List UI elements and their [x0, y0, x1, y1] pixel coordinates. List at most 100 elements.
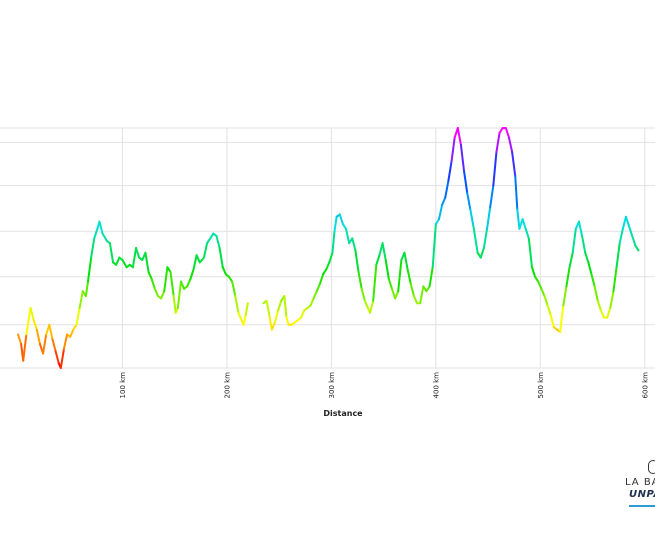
profile-segment: [409, 283, 415, 297]
profile-segment: [90, 237, 96, 259]
profile-segment: [270, 321, 276, 331]
x-tick-label-500: 500 km: [537, 372, 545, 399]
logo-ring-icon: [648, 460, 655, 474]
profile-segment: [437, 203, 444, 221]
profile-segment: [277, 299, 283, 312]
profile-segment: [587, 261, 593, 276]
profile-section-2: [262, 127, 640, 333]
profile-segment: [571, 227, 577, 254]
profile-segment: [54, 350, 60, 365]
profile-segment: [69, 328, 75, 338]
profile-segment: [35, 328, 41, 345]
profile-segment: [549, 314, 555, 329]
profile-segment: [115, 256, 121, 266]
profile-segment: [492, 151, 498, 187]
profile-segment: [369, 299, 375, 314]
profile-segment: [565, 266, 571, 288]
profile-segment: [192, 254, 198, 271]
profile-segment: [218, 247, 224, 269]
profile-segment: [618, 227, 624, 245]
profile-segment: [540, 287, 546, 297]
profile-segment: [372, 263, 378, 302]
profile-segment: [17, 333, 23, 345]
profile-segment: [466, 191, 472, 211]
profile-segment: [428, 266, 434, 288]
profile-segment: [32, 319, 38, 331]
profile-segment: [431, 223, 437, 269]
x-tick-label-300: 300 km: [328, 372, 336, 399]
profile-segment: [318, 273, 325, 285]
profile-segment: [101, 232, 108, 242]
profile-segment: [479, 247, 485, 259]
profile-segment: [283, 295, 288, 319]
x-tick-label-600: 600 km: [641, 372, 649, 399]
profile-segment: [537, 280, 543, 290]
profile-segment: [456, 127, 462, 146]
profile-segment: [48, 323, 54, 341]
profile-segment: [163, 266, 169, 293]
profile-segment: [581, 235, 587, 254]
profile-segment: [59, 347, 65, 369]
profile-segment: [472, 225, 479, 254]
profile-section-1: [17, 220, 249, 369]
profile-segment: [384, 259, 390, 281]
profile-segment: [144, 251, 150, 273]
profile-segment: [265, 299, 271, 319]
profile-segment: [338, 213, 344, 225]
profile-segment: [221, 266, 227, 276]
profile-segment: [375, 254, 381, 266]
profile-segment: [312, 290, 318, 300]
profile-segment: [516, 208, 521, 230]
profile-segment: [202, 242, 209, 259]
profile-segment: [562, 285, 568, 307]
profile-segment: [147, 271, 153, 281]
profile-segment: [489, 184, 495, 209]
profile-segment: [121, 259, 128, 269]
profile-segment: [524, 227, 530, 240]
profile-segment: [590, 273, 596, 288]
profile-segment: [22, 333, 28, 362]
profile-segment: [328, 251, 334, 264]
profile-segment: [482, 227, 489, 249]
profile-segment: [75, 307, 81, 326]
profile-segment: [160, 290, 166, 300]
profile-segment: [381, 242, 387, 261]
profile-segment: [98, 220, 104, 235]
profile-segment: [78, 290, 84, 309]
logo-text-bottom: UNPA: [629, 489, 655, 500]
profile-segment: [189, 268, 195, 281]
profile-segment: [153, 287, 159, 297]
profile-segment: [469, 208, 475, 228]
profile-segment: [86, 256, 93, 283]
profile-segment: [131, 247, 138, 269]
profile-segment: [135, 247, 141, 259]
profile-segment: [195, 254, 201, 264]
profile-segment: [309, 297, 315, 307]
profile-segment: [268, 316, 273, 331]
profile-segment: [351, 237, 357, 252]
brand-logo: LA BA UNPA: [620, 452, 655, 512]
profile-segment: [333, 215, 338, 233]
profile-segment: [169, 271, 175, 297]
profile-segment: [621, 215, 627, 230]
profile-segment: [599, 309, 606, 319]
profile-segment: [172, 295, 177, 314]
profile-segment: [486, 206, 492, 230]
profile-segment: [543, 295, 549, 307]
profile-segment: [507, 136, 514, 153]
profile-segment: [624, 215, 631, 228]
profile-segment: [331, 230, 336, 254]
chart-grid: [0, 127, 655, 369]
profile-segment: [441, 196, 447, 206]
profile-segment: [447, 160, 453, 182]
logo-underline: [629, 505, 655, 507]
profile-segment: [406, 268, 412, 285]
profile-segment: [514, 175, 519, 211]
profile-segment: [108, 242, 115, 264]
profile-segment: [345, 227, 351, 245]
profile-segment: [577, 220, 584, 237]
profile-segment: [511, 151, 517, 177]
profile-segment: [394, 290, 400, 300]
profile-segment: [450, 136, 456, 163]
